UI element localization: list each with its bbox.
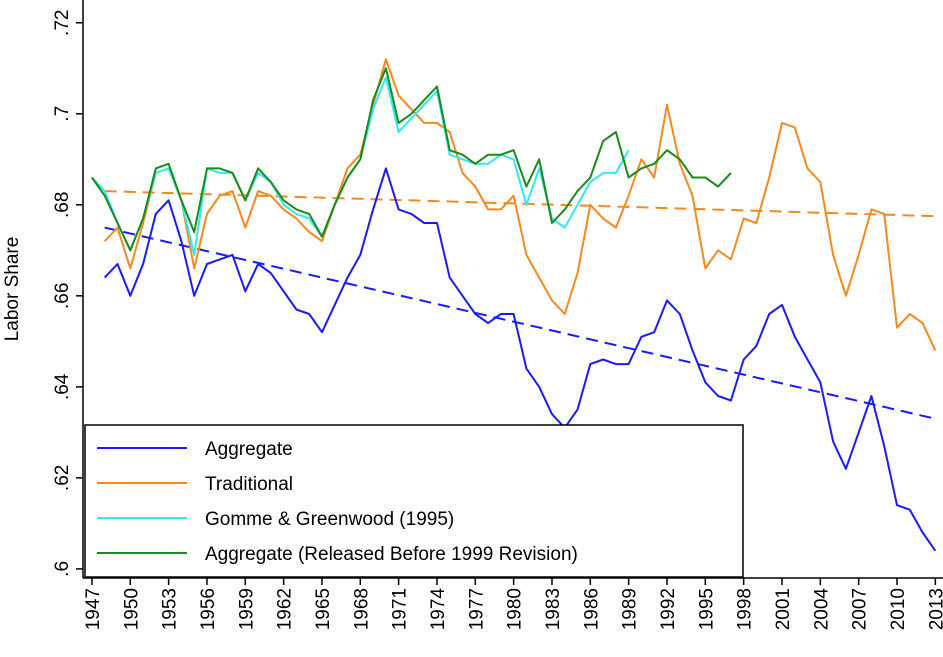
- y-tick-label: .68: [52, 192, 73, 218]
- x-tick-label: 2001: [773, 588, 794, 630]
- x-tick-label: 1965: [313, 588, 334, 630]
- legend-label: Traditional: [205, 474, 293, 495]
- y-tick-label: .72: [52, 10, 73, 36]
- x-tick-label: 2013: [926, 588, 943, 630]
- x-tick-label: 1980: [505, 588, 526, 630]
- x-tick-label: 1971: [390, 588, 411, 630]
- y-tick-label: .66: [52, 283, 73, 309]
- y-tick-label: .62: [52, 465, 73, 491]
- x-tick-label: 1989: [620, 588, 641, 630]
- x-tick-label: 1992: [658, 588, 679, 630]
- series-line: [103, 167, 937, 552]
- legend-label: Aggregate: [205, 439, 293, 460]
- y-axis-label: Labor Share: [2, 237, 23, 342]
- x-tick-label: 1983: [543, 588, 564, 630]
- trend-line: [104, 190, 936, 218]
- x-tick-label: 1974: [428, 588, 449, 631]
- y-tick-label: .7: [52, 106, 73, 122]
- x-tick-label: 1998: [735, 588, 756, 630]
- x-tick-label: 1977: [466, 588, 487, 630]
- series-line: [91, 67, 732, 252]
- x-tick-label: 2007: [850, 588, 871, 630]
- x-tick-label: 1962: [275, 588, 296, 630]
- x-tick-label: 1959: [236, 588, 257, 630]
- y-tick-label: .64: [52, 373, 73, 400]
- x-tick-label: 1968: [351, 588, 372, 630]
- x-tick-label: 1953: [160, 588, 181, 630]
- series-line: [103, 58, 937, 351]
- x-tick-label: 1986: [581, 588, 602, 630]
- x-tick-label: 1995: [696, 588, 717, 630]
- series-line: [91, 76, 630, 256]
- legend-label: Aggregate (Released Before 1999 Revision…: [205, 544, 578, 565]
- x-tick-label: 1956: [198, 588, 219, 630]
- x-tick-label: 2004: [811, 588, 832, 631]
- legend-box: [84, 424, 744, 578]
- x-tick-label: 1950: [121, 588, 142, 630]
- trend-line: [104, 226, 936, 420]
- legend-label: Gomme & Greenwood (1995): [205, 509, 454, 530]
- y-tick-label: .6: [52, 561, 73, 577]
- x-tick-label: 2010: [888, 588, 909, 630]
- x-tick-label: 1947: [83, 588, 104, 630]
